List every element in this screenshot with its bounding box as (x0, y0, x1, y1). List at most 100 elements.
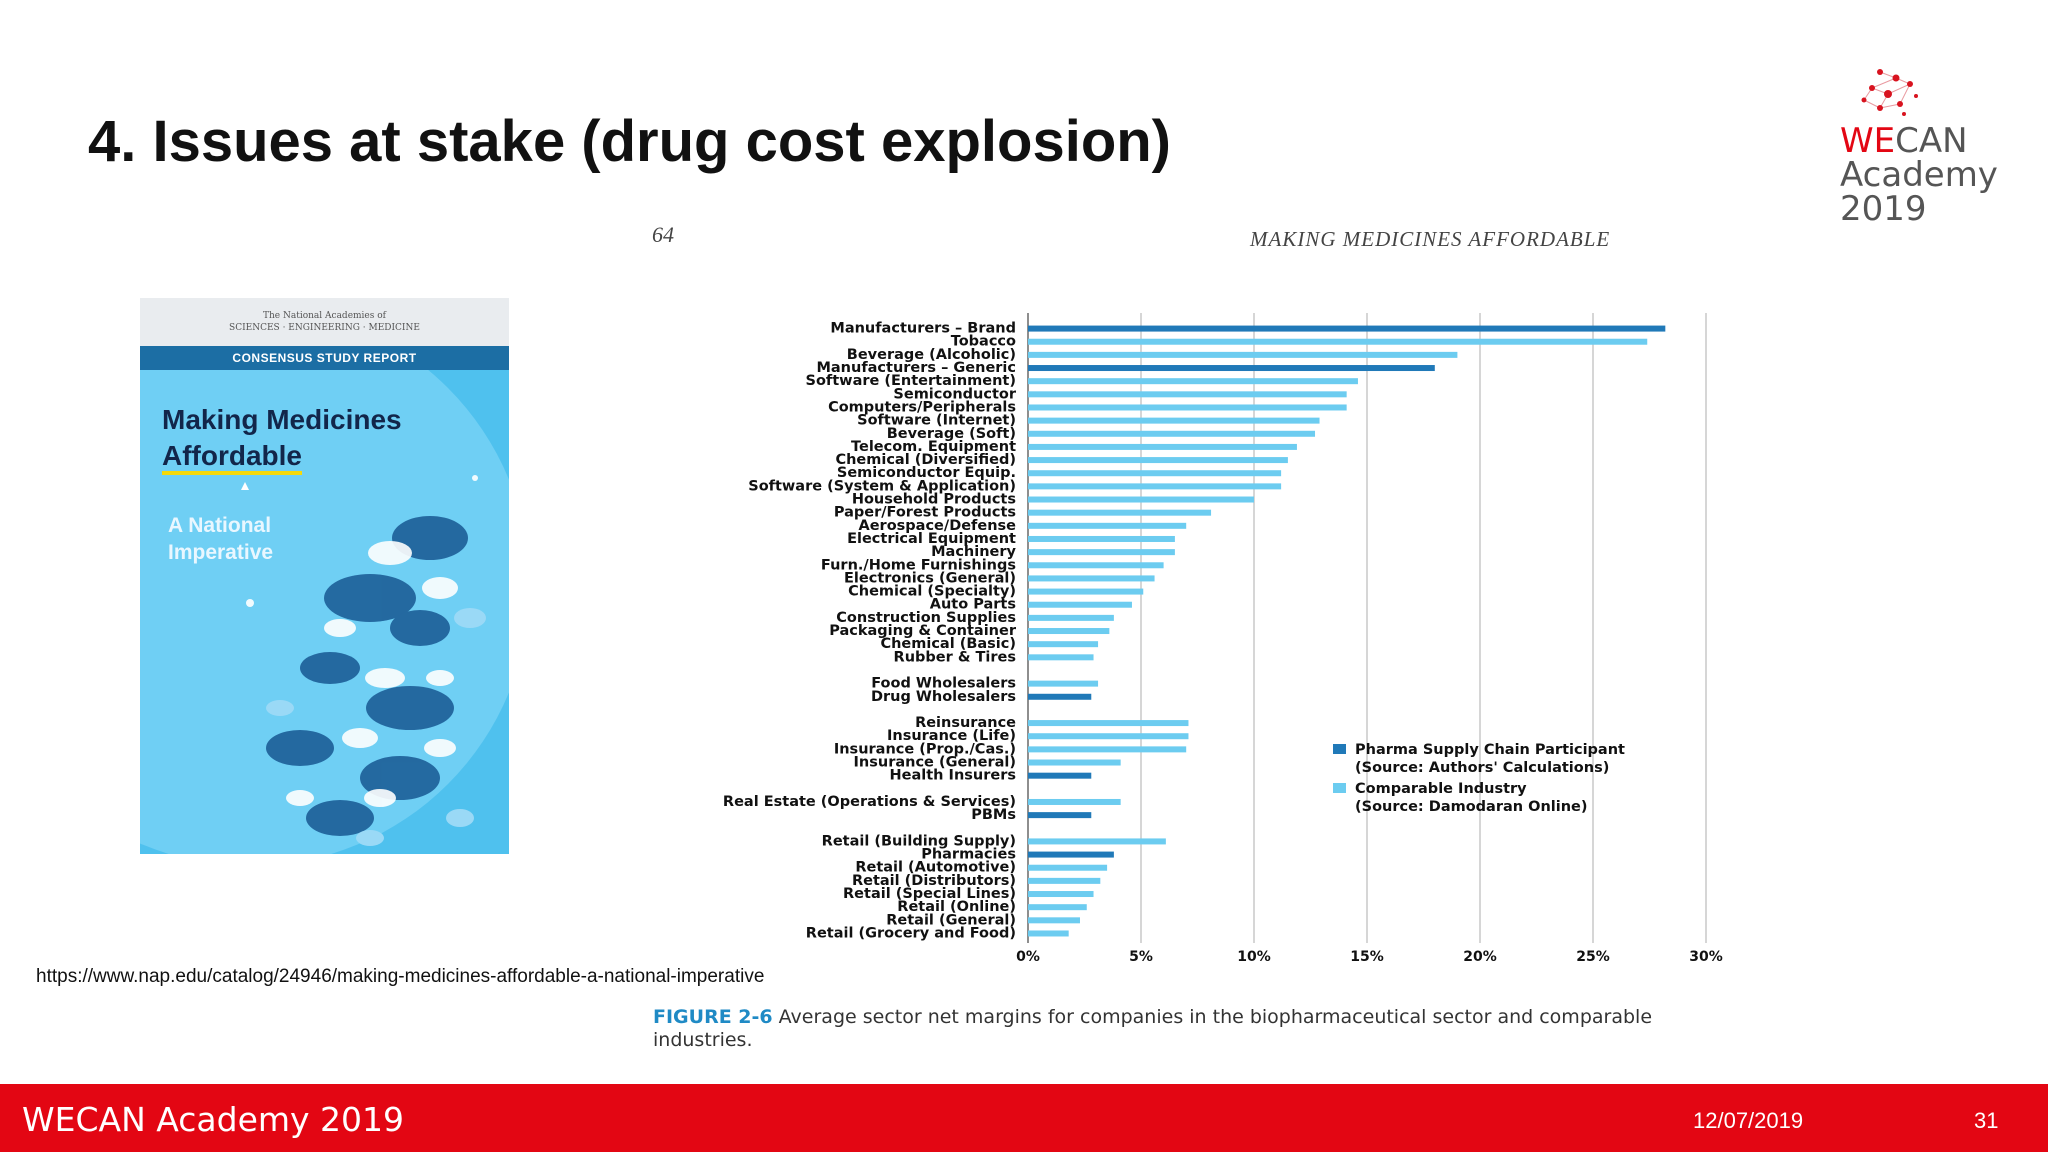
category-label: Manufacturers – Brand (830, 321, 1016, 337)
bar-comparable (1028, 930, 1069, 937)
category-label: Retail (General) (886, 912, 1016, 928)
x-tick-label: 30% (1689, 949, 1723, 965)
category-label: Manufacturers – Generic (816, 360, 1016, 376)
bar-comparable (1028, 904, 1087, 911)
bar-comparable (1028, 338, 1648, 345)
x-tick-label: 10% (1237, 949, 1271, 965)
bar-comparable (1028, 601, 1132, 608)
category-label: Drug Wholesalers (871, 689, 1016, 705)
bar-comparable (1028, 654, 1094, 661)
x-tick-label: 20% (1463, 949, 1497, 965)
bar-pharma (1028, 365, 1435, 372)
book-cover-image: The National Academies of SCIENCES · ENG… (140, 298, 509, 854)
category-label: Auto Parts (930, 597, 1016, 613)
category-label: Software (Internet) (857, 413, 1016, 429)
category-label: Semiconductor Equip. (837, 465, 1016, 481)
category-label: Chemical (Diversified) (835, 452, 1016, 468)
footer-bar: WECAN Academy 2019 12/07/2019 31 (0, 1084, 2048, 1152)
category-label: PBMs (971, 807, 1016, 823)
category-label: Aerospace/Defense (859, 518, 1017, 534)
category-label: Semiconductor (893, 386, 1016, 402)
x-tick-label: 15% (1350, 949, 1384, 965)
bar-comparable (1028, 798, 1121, 805)
bar-pharma (1028, 851, 1114, 858)
category-label: Health Insurers (890, 768, 1016, 784)
bar-comparable (1028, 680, 1099, 687)
book-subtitle: A National Imperative (168, 514, 274, 564)
x-tick-label: 5% (1129, 949, 1153, 965)
bar-comparable (1028, 917, 1080, 924)
figure-caption: FIGURE 2-6 Average sector net margins fo… (653, 1006, 1753, 1052)
legend-source: (Source: Authors' Calculations) (1355, 760, 1609, 776)
category-label: Insurance (Life) (887, 728, 1016, 744)
net-margins-bar-chart: 0% 5% 10% 15% 20% 25% 30% Manufacturers – Brand… (723, 313, 1723, 965)
footer-page-number: 31 (1974, 1108, 1999, 1133)
bar-comparable (1028, 733, 1189, 740)
category-label: Retail (Special Lines) (843, 886, 1016, 902)
bar-pharma (1028, 772, 1092, 779)
category-label: Computers/Peripherals (828, 399, 1016, 415)
logo-text: WECAN Academy 2019 (1840, 121, 1998, 229)
bar-comparable (1028, 351, 1458, 358)
bar-pharma (1028, 693, 1092, 700)
bar-comparable (1028, 496, 1254, 503)
figure-label: FIGURE 2-6 (653, 1006, 773, 1028)
category-label: Beverage (Alcoholic) (847, 347, 1016, 363)
category-label: Pharmacies (921, 847, 1016, 863)
category-label: Software (Entertainment) (806, 373, 1016, 389)
category-label: Insurance (General) (854, 755, 1016, 771)
bar-comparable (1028, 470, 1282, 477)
category-label: Beverage (Soft) (887, 426, 1016, 442)
bar-comparable (1028, 522, 1187, 529)
legend-swatch-comparable (1333, 783, 1346, 793)
category-label: Construction Supplies (836, 610, 1016, 626)
x-tick-label: 0% (1016, 949, 1040, 965)
bar-comparable (1028, 457, 1288, 464)
category-label: Paper/Forest Products (834, 505, 1016, 521)
category-label: Retail (Distributors) (852, 873, 1016, 889)
publisher-header: The National Academies of SCIENCES · ENG… (140, 298, 509, 346)
figure-caption-text: Average sector net margins for companies… (653, 1006, 1653, 1051)
category-label: Retail (Building Supply) (822, 833, 1016, 849)
bar-comparable (1028, 417, 1320, 424)
bar-comparable (1028, 628, 1110, 635)
bar-comparable (1028, 391, 1347, 398)
footer-date: 12/07/2019 (1693, 1108, 1804, 1133)
bar-comparable (1028, 549, 1175, 556)
bar-pharma (1028, 325, 1666, 332)
pills-dollar-sign-illustration (241, 475, 486, 846)
category-label: Machinery (931, 544, 1016, 560)
bar-pharma (1028, 812, 1092, 819)
bar-comparable (1028, 614, 1114, 621)
bar-comparable (1028, 483, 1282, 490)
wecan-logo: WECAN Academy 2019 (1832, 64, 1998, 234)
report-running-head: MAKING MEDICINES AFFORDABLE (1250, 227, 1611, 251)
slide-title: 4. Issues at stake (drug cost explosion) (88, 109, 1171, 174)
category-label: Retail (Online) (897, 899, 1016, 915)
bar-comparable (1028, 877, 1101, 884)
category-label: Reinsurance (915, 715, 1016, 731)
category-label: Electronics (General) (844, 570, 1016, 586)
bar-comparable (1028, 430, 1316, 437)
x-tick-label: 25% (1576, 949, 1610, 965)
category-label: Rubber & Tires (894, 649, 1016, 665)
bar-comparable (1028, 891, 1094, 898)
legend-source: (Source: Damodaran Online) (1355, 799, 1588, 815)
bar-comparable (1028, 562, 1164, 569)
bar-comparable (1028, 838, 1166, 845)
category-label: Chemical (Specialty) (848, 584, 1016, 600)
bar-comparable (1028, 641, 1099, 648)
bar-comparable (1028, 378, 1358, 385)
bar-comparable (1028, 864, 1108, 871)
category-label: Retail (Automotive) (855, 860, 1016, 876)
category-label: Food Wholesalers (871, 676, 1016, 692)
bar-comparable (1028, 575, 1155, 582)
consensus-band: CONSENSUS STUDY REPORT (140, 346, 509, 370)
category-label: Retail (Grocery and Food) (806, 925, 1016, 941)
bar-comparable (1028, 720, 1189, 727)
category-label: Packaging & Container (829, 623, 1017, 639)
footer-brand: WECAN Academy 2019 (22, 1100, 405, 1139)
category-label: Electrical Equipment (847, 531, 1016, 547)
bar-comparable (1028, 404, 1347, 411)
bar-comparable (1028, 509, 1212, 516)
